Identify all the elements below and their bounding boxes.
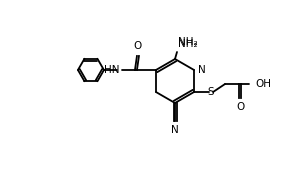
- Text: O: O: [134, 41, 142, 51]
- Text: N: N: [171, 125, 179, 135]
- Text: N: N: [198, 65, 206, 75]
- Text: NH₂: NH₂: [178, 39, 198, 49]
- Text: HN: HN: [104, 65, 120, 75]
- Text: O: O: [236, 102, 244, 112]
- Text: S: S: [208, 87, 214, 97]
- Text: OH: OH: [255, 79, 271, 89]
- Text: NH₂: NH₂: [178, 37, 198, 47]
